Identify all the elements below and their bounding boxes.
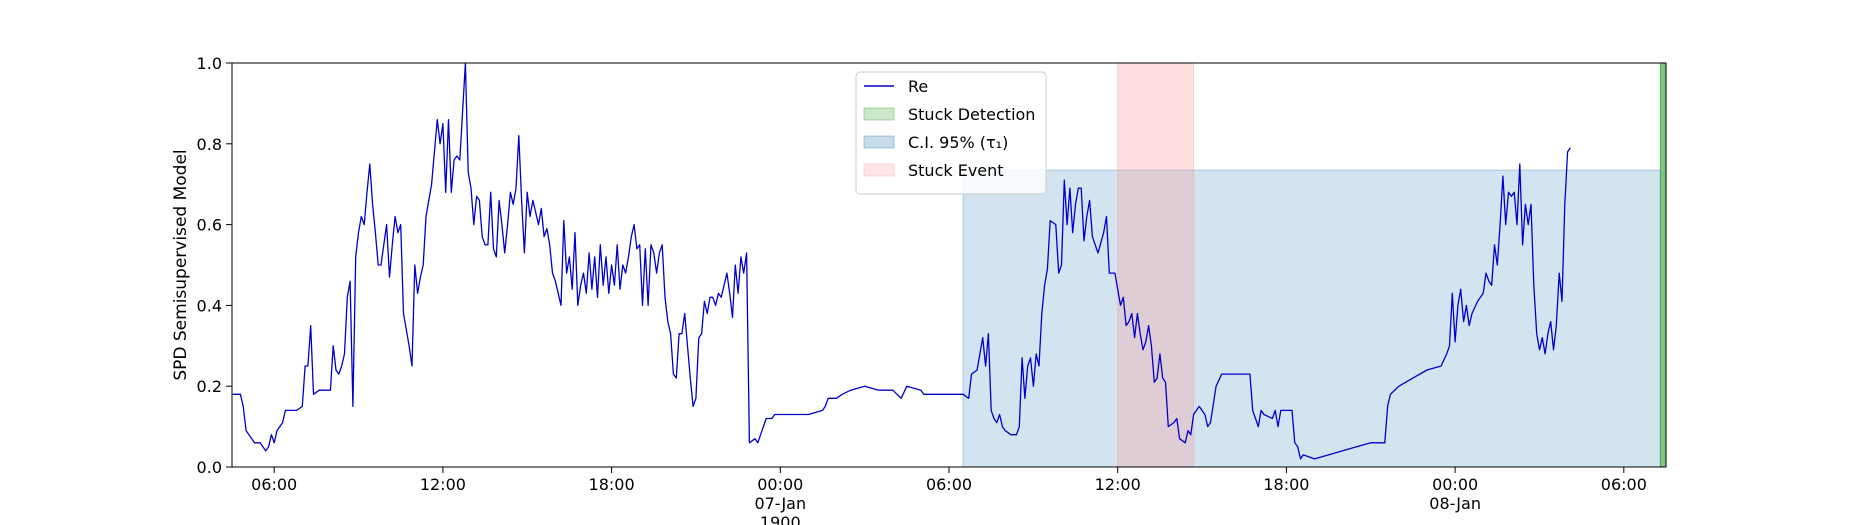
x-tick-date-label: 08-Jan <box>1429 494 1481 513</box>
y-tick-label: 1.0 <box>197 54 222 73</box>
region-stuck-event <box>1117 62 1195 468</box>
legend-label-re: Re <box>908 77 928 96</box>
legend-box <box>855 71 1047 195</box>
y-tick-label: 0.8 <box>197 135 222 154</box>
legend-label-stuck-event: Stuck Event <box>908 161 1004 180</box>
series-layer <box>232 62 1571 460</box>
y-axis: 0.0 0.2 0.4 0.6 0.8 1.0 <box>197 54 232 477</box>
series-line-re <box>232 62 1571 460</box>
legend-label-stuck-detection: Stuck Detection <box>908 105 1035 124</box>
y-axis-label: SPD Semisupervised Model <box>171 149 191 380</box>
y-tick-label: 0.2 <box>197 377 222 396</box>
legend: Re Stuck Detection C.I. 95% (τ₁) Stuck Even… <box>855 71 1047 195</box>
legend-swatch-c-i-95 <box>863 135 895 149</box>
x-tick-label: 18:00 <box>589 475 635 494</box>
y-tick-label: 0.6 <box>197 216 222 235</box>
legend-label-c-i-95: C.I. 95% (τ₁) <box>908 133 1008 152</box>
x-tick-label: 12:00 <box>420 475 466 494</box>
region-stuck-detection <box>1659 62 1667 468</box>
x-tick-label: 06:00 <box>251 475 297 494</box>
x-tick-label: 06:00 <box>1601 475 1647 494</box>
x-tick-label: 12:00 <box>1095 475 1141 494</box>
x-tick-label: 18:00 <box>1263 475 1309 494</box>
x-tick-label: 06:00 <box>926 475 972 494</box>
y-tick-label: 0.4 <box>197 296 222 315</box>
region-c-i-95 <box>962 169 1661 468</box>
legend-swatch-stuck-event <box>863 163 895 177</box>
x-tick-date-label: 07-Jan <box>754 494 806 513</box>
x-tick-label: 00:00 <box>757 475 803 494</box>
x-tick-label: 00:00 <box>1432 475 1478 494</box>
y-tick-label: 0.0 <box>197 458 222 477</box>
legend-swatch-stuck-detection <box>863 107 895 121</box>
x-tick-year-label: 1900 <box>760 513 801 525</box>
